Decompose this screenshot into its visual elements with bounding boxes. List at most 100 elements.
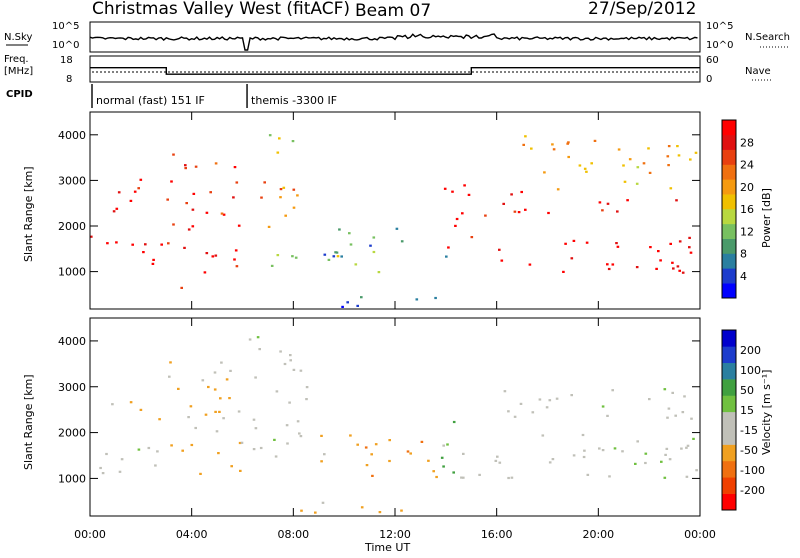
vel-cells-cell-2 — [225, 378, 229, 381]
nsearch-tick-bottom: 10^0 — [706, 40, 733, 51]
power-cells-cell-14 — [566, 142, 569, 145]
colorbar-swatch — [722, 411, 736, 429]
vel-cells-cell-8 — [606, 414, 609, 417]
power-cells-cell-3 — [235, 181, 239, 184]
colorbar-frame — [721, 119, 737, 299]
power-cells-cell-11 — [585, 241, 589, 244]
nsky-label: N.Sky — [4, 32, 32, 43]
vel-cells-cell-7 — [685, 446, 688, 449]
power-cells-cell-6 — [268, 134, 272, 137]
power-cells-cell-3 — [194, 165, 198, 168]
vel-cells-cell-8 — [667, 407, 671, 410]
power-cells-cell-11 — [570, 257, 574, 260]
vel-cells-cell-2 — [201, 379, 205, 382]
power-cells-cell-3 — [237, 224, 241, 227]
power-cells-cell-5 — [296, 194, 299, 197]
power-cells-cell-1 — [129, 199, 133, 202]
colorbar-label: 12 — [740, 225, 754, 238]
power-y-label: Slant Range [km] — [22, 166, 35, 262]
power-cells-cell-10 — [461, 212, 464, 215]
vel-cells-cell-1 — [139, 408, 143, 411]
vel-cells-cell-4 — [432, 470, 435, 473]
vel-cells-cell-8 — [663, 388, 667, 391]
vel-cells-cell-8 — [601, 405, 605, 408]
power-cells-cell-5 — [292, 206, 296, 209]
nsky-panel — [89, 21, 701, 53]
nsky-trace — [89, 33, 698, 51]
vel-cells-cell-5 — [314, 511, 317, 514]
nave-label: Nave — [745, 66, 771, 77]
power-cells-cell-11 — [616, 245, 620, 248]
colorbar-swatch — [722, 209, 736, 225]
power-cells-cell-0 — [144, 243, 147, 246]
power-cells-cell-14 — [617, 148, 621, 151]
power-cells-cell-3 — [172, 223, 175, 226]
vel-cells-cell-7 — [663, 476, 667, 479]
nsearch-tick-top: 10^5 — [706, 21, 733, 32]
colorbar-swatch — [722, 164, 736, 180]
power-cells-cell-3 — [214, 162, 218, 165]
colorbar-label: -100 — [740, 464, 765, 477]
vel-cells-cell-7 — [551, 458, 555, 461]
power-cells-cell-12 — [626, 199, 629, 202]
vel-cells-cell-0 — [99, 466, 102, 470]
freq-tick-bottom: 8 — [66, 74, 72, 85]
power-cells-cell-0 — [160, 243, 163, 246]
vel-cells-cell-6 — [442, 465, 445, 468]
y-tick-label: 2000 — [58, 427, 86, 440]
vel-cells-cell-2 — [194, 426, 197, 430]
vel-cells-cell-2 — [219, 397, 222, 400]
vel-cells-cell-4 — [427, 459, 430, 462]
vel-cells-cell-0 — [120, 458, 124, 461]
y-tick-label: 1000 — [58, 266, 86, 279]
vel-cells-cell-4 — [374, 443, 378, 446]
power-cells-cell-7 — [327, 258, 331, 261]
vel-cells-cell-7 — [608, 475, 611, 478]
power-cells-cell-1 — [112, 210, 116, 213]
vel-cells-cell-7 — [548, 461, 552, 464]
colorbar-label: 24 — [740, 159, 754, 172]
colorbar-swatch — [722, 477, 736, 494]
vel-cells-cell-3 — [256, 336, 260, 339]
power-cells-cell-5 — [279, 188, 283, 191]
power-cells-cell-11 — [689, 251, 693, 254]
power-cells-cell-11 — [688, 236, 691, 239]
power-cells-cell-10 — [447, 246, 450, 249]
power-cells-cell-7 — [377, 271, 381, 274]
vel-cells-cell-3 — [254, 376, 257, 379]
vel-cells-cell-5 — [321, 501, 325, 504]
vel-cells-cell-3 — [258, 348, 261, 351]
vel-cells-cell-2 — [239, 469, 242, 472]
vel-cells-cell-2 — [222, 417, 225, 420]
power-cells-cell-11 — [672, 267, 675, 270]
vel-cells-cell-3 — [286, 442, 289, 445]
vel-cells-cell-7 — [572, 454, 576, 457]
velocity-y-label: Slant Range [km] — [22, 374, 35, 470]
vel-cells-cell-7 — [582, 455, 586, 459]
x-axis-label: Time UT — [364, 541, 410, 554]
power-cells-cell-5 — [284, 214, 287, 217]
vel-cells-cell-4 — [388, 439, 391, 442]
power-cells-cell-12 — [616, 210, 619, 213]
power-cells-cell-14 — [676, 145, 679, 148]
vel-cells-cell-3 — [275, 390, 279, 393]
velocity-colorbar-title: Velocity [m s⁻¹] — [760, 370, 773, 455]
power-cells-cell-2 — [137, 187, 140, 190]
vel-cells-cell-3 — [252, 448, 256, 451]
power-cells-cell-10 — [454, 224, 457, 227]
y-tick-label: 1000 — [58, 472, 86, 485]
vel-cells-cell-2 — [189, 405, 193, 408]
power-cells-cell-11 — [657, 250, 660, 253]
colorbar-label: -200 — [740, 484, 765, 497]
power-cells-cell-8 — [335, 251, 339, 254]
vel-cells-cell-8 — [666, 416, 669, 419]
power-cells-cell-11 — [681, 271, 685, 274]
vel-cells-cell-7 — [498, 461, 502, 464]
power-cells-cell-14 — [567, 141, 570, 144]
power-cells-cell-3 — [183, 246, 186, 249]
power-cells-cell-8 — [369, 244, 372, 247]
power-cells-cell-3 — [220, 212, 224, 215]
colorbar-label: 16 — [740, 203, 754, 216]
power-cells-cell-3 — [211, 255, 215, 258]
power-cells-cell-14 — [530, 147, 533, 150]
